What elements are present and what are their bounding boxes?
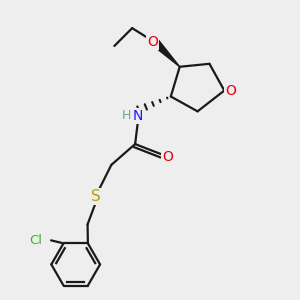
Text: N: N xyxy=(133,109,143,123)
Text: S: S xyxy=(91,189,101,204)
Text: O: O xyxy=(162,149,173,164)
Text: O: O xyxy=(225,84,236,98)
Text: H: H xyxy=(122,109,131,122)
Polygon shape xyxy=(153,40,180,67)
Text: Cl: Cl xyxy=(30,234,43,247)
Text: O: O xyxy=(147,35,158,50)
